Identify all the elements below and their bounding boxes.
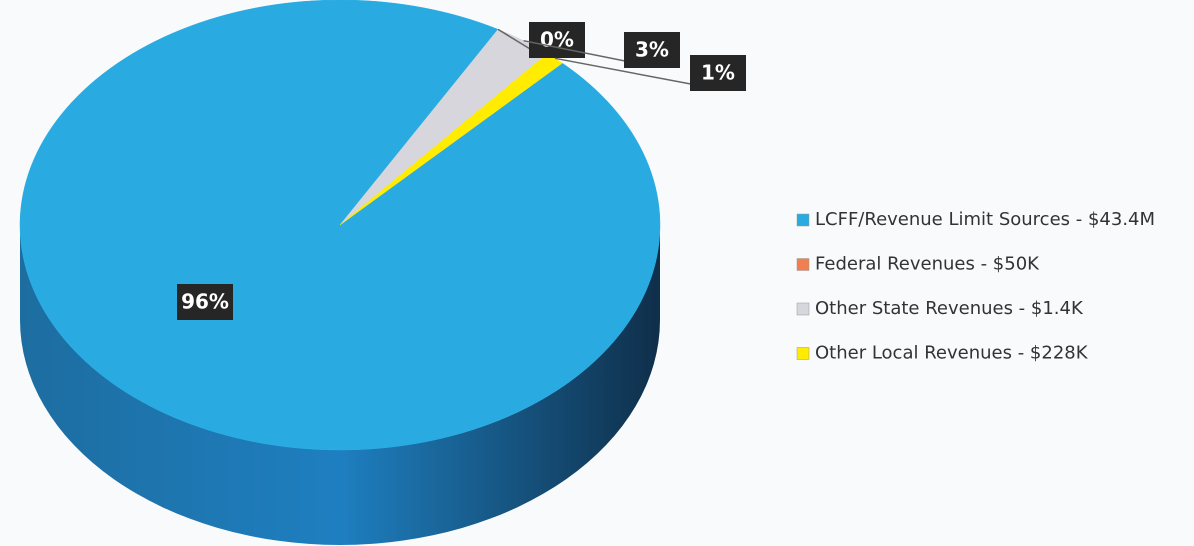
- leader-line: [554, 57, 697, 86]
- data-label: 96%: [181, 290, 229, 314]
- legend-label: LCFF/Revenue Limit Sources - $43.4M: [815, 209, 1155, 230]
- label-box: [529, 22, 585, 58]
- legend-swatch: [796, 213, 810, 227]
- leader-line: [523, 39, 631, 63]
- pie: [19, 0, 661, 545]
- legend-swatch: [796, 302, 810, 316]
- legend-swatch: [796, 258, 810, 271]
- label-box: [690, 55, 746, 91]
- legend: LCFF/Revenue Limit Sources - $43.4M Feder…: [796, 209, 1155, 364]
- legend-label: Federal Revenues - $50K: [815, 254, 1040, 275]
- leader-line: [497, 28, 536, 53]
- legend-swatch: [796, 347, 810, 360]
- label-box: [624, 32, 680, 68]
- pie-side: [20, 225, 660, 545]
- legend-label: Other Local Revenues - $228K: [815, 343, 1089, 364]
- data-label: 1%: [701, 61, 735, 85]
- label-box: [177, 284, 233, 320]
- data-label: 3%: [635, 38, 669, 62]
- data-labels: 96%0% 3%1%: [177, 22, 746, 320]
- legend-label: Other State Revenues - $1.4K: [815, 298, 1084, 319]
